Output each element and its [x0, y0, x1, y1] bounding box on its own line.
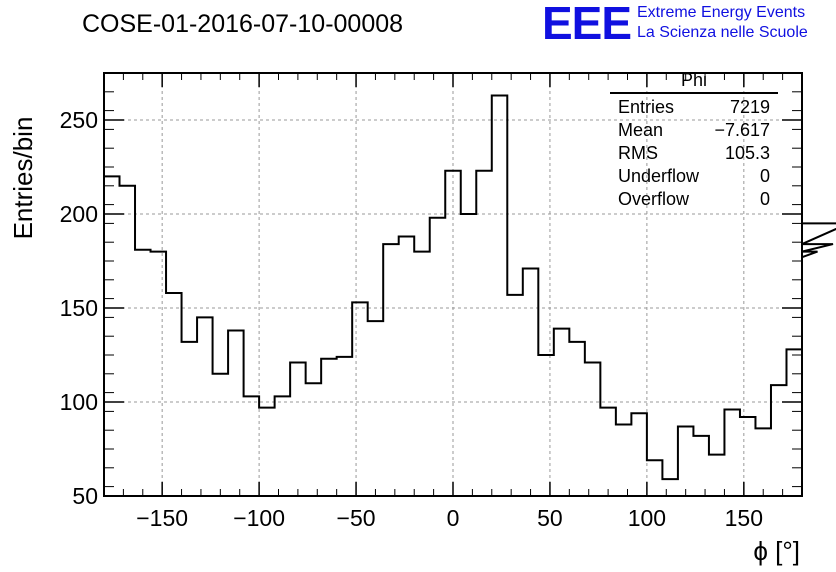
stats-label: Underflow [618, 166, 700, 186]
y-tick-label: 250 [60, 107, 98, 133]
stats-row: Underflow 0 [610, 165, 778, 188]
x-tick-label: −50 [337, 505, 376, 531]
y-tick-label: 200 [60, 201, 98, 227]
axis-ticks [104, 73, 802, 497]
x-tick-label: 100 [628, 505, 666, 531]
x-tick-label: 50 [537, 505, 563, 531]
stats-box-title: Phi [610, 70, 778, 94]
x-tick-label: −100 [233, 505, 285, 531]
tick-labels: −150 −100 −50 0 50 100 150 50 100 150 200 250 [60, 107, 763, 531]
stats-row: Mean −7.617 [610, 119, 778, 142]
stats-label: Entries [618, 97, 675, 117]
stats-row: Entries 7219 [610, 96, 778, 119]
y-tick-label: 150 [60, 295, 98, 321]
x-tick-label: 0 [447, 505, 460, 531]
stats-value: −7.617 [714, 120, 770, 140]
y-axis-label: Entries/bin [8, 117, 38, 240]
stats-label: RMS [618, 143, 658, 163]
stats-value: 105.3 [724, 143, 770, 163]
y-tick-label: 50 [72, 483, 98, 509]
y-tick-label: 100 [60, 389, 98, 415]
chart-title: COSE-01-2016-07-10-00008 [82, 10, 404, 38]
eee-logo: EEE [542, 0, 632, 49]
x-tick-label: 150 [725, 505, 763, 531]
stats-box: Phi Entries 7219 Mean −7.617 RMS 105.3 Underfl… [610, 70, 778, 211]
stats-row: Overflow 0 [610, 188, 778, 211]
grid-lines [104, 73, 802, 496]
stats-rows: Entries 7219 Mean −7.617 RMS 105.3 Underflow 0 O… [610, 96, 778, 211]
stats-value: 0 [759, 189, 770, 209]
stats-label: Mean [618, 120, 664, 140]
x-tick-label: −150 [136, 505, 188, 531]
histogram-line [104, 94, 836, 481]
stats-label: Overflow [618, 189, 690, 209]
stats-row: RMS 105.3 [610, 142, 778, 165]
logo-line-1: Extreme Energy Events [637, 4, 806, 21]
stats-value: 0 [759, 166, 770, 186]
x-axis-label: ϕ [°] [753, 536, 800, 566]
stats-value: 7219 [729, 97, 770, 117]
logo-line-2: La Scienza nelle Scuole [637, 24, 808, 41]
